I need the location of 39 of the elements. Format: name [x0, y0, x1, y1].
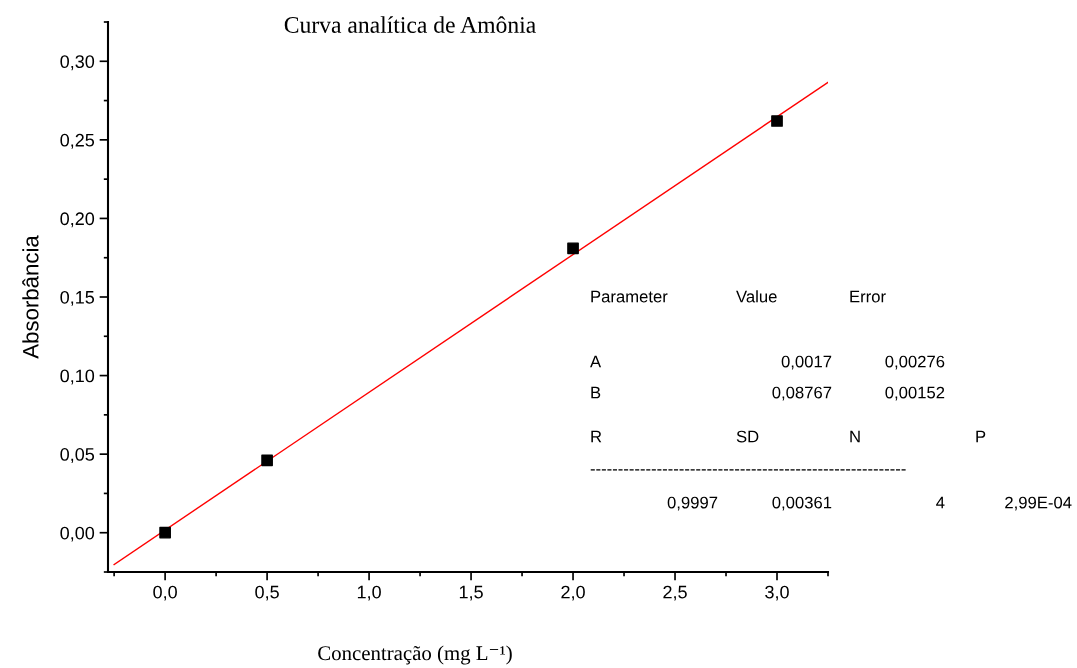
annotation: ---------------------------------------------------------: [590, 469, 906, 471]
y-tick-label: 0,00: [60, 526, 95, 542]
y-tick-label: 0,20: [60, 212, 95, 228]
y-tick-label: 0,25: [60, 133, 95, 149]
x-axis-title: Concentração (mg L⁻¹): [318, 645, 512, 665]
text: Error: [850, 290, 886, 303]
x-tick-label: 0,5: [255, 585, 279, 601]
x-tick-label: 2,5: [663, 585, 687, 601]
annotation: Parameter: [591, 290, 668, 303]
text: N: [850, 430, 860, 443]
annotation: 0,08767: [772, 386, 832, 401]
text: 0,00276: [885, 355, 945, 370]
x-tick-label: 2,0: [561, 585, 585, 601]
x-tick-label: 1,0: [357, 585, 381, 601]
y-axis-title: Absorbância: [22, 235, 39, 359]
y-tick-label: 0,15: [60, 290, 95, 306]
x-tick-label: 0,0: [153, 585, 177, 601]
point: [261, 454, 273, 467]
text: P: [976, 430, 986, 443]
point: [567, 242, 579, 255]
text: 2,99E-04: [1005, 496, 1072, 511]
y-tick-label: 0,05: [60, 448, 95, 463]
annotation: R: [591, 430, 602, 443]
annotation: B: [591, 386, 601, 399]
text: 4: [936, 496, 945, 509]
annotation: Value: [736, 290, 777, 303]
annotation: SD: [736, 430, 759, 443]
y-tick-label: 0,10: [60, 369, 95, 385]
point: [771, 115, 783, 127]
x-tick-label: 1,5: [459, 585, 483, 601]
text: 0,00152: [885, 386, 945, 401]
annotation: 0,9997: [667, 496, 718, 511]
x-tick-label: 3,0: [765, 585, 789, 601]
annotation: 0,00361: [772, 496, 832, 511]
annotation: A: [590, 355, 602, 368]
point: [159, 526, 171, 539]
y-tick-label: 0,30: [60, 55, 95, 71]
chart-title: Curva analítica de Amônia: [284, 16, 536, 33]
annotation: 0,0017: [781, 355, 832, 370]
